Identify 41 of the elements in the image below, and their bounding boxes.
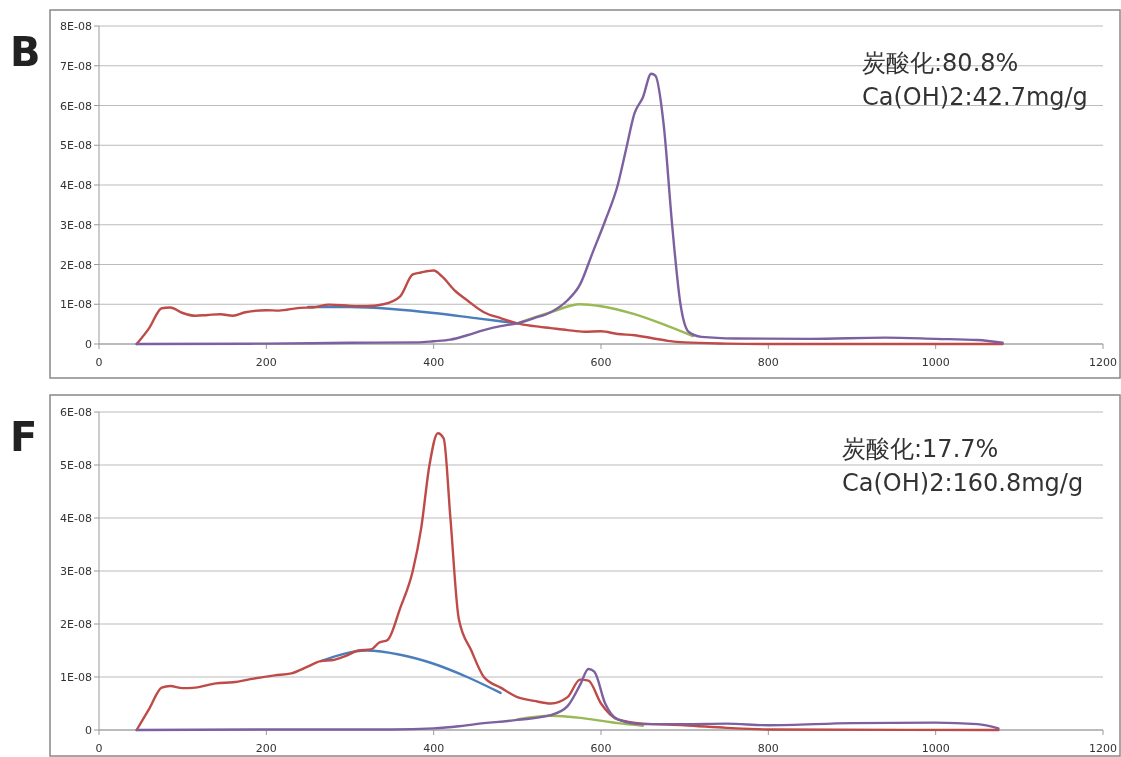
annotation: 炭酸化:17.7% <box>842 435 999 463</box>
y-tick-label: 3E-08 <box>60 565 92 578</box>
y-tick-label: 4E-08 <box>60 512 92 525</box>
y-tick-label: 5E-08 <box>60 139 92 153</box>
chart-title: B <box>10 29 41 75</box>
y-tick-label: 1E-08 <box>60 298 92 312</box>
x-tick-label: 1200 <box>1089 742 1117 755</box>
y-tick-label: 7E-08 <box>60 59 92 73</box>
x-tick-label: 800 <box>757 356 779 369</box>
line-series <box>516 303 695 338</box>
x-tick-label: 1000 <box>921 356 950 369</box>
line-series <box>135 269 1004 346</box>
y-tick-label: 0 <box>85 724 92 737</box>
line-series <box>516 714 645 727</box>
x-tick-label: 600 <box>590 356 612 369</box>
x-tick-label: 0 <box>95 356 103 369</box>
line-series <box>135 667 1000 732</box>
y-tick-label: 3E-08 <box>60 218 92 232</box>
y-tick-label: 6E-08 <box>60 99 92 113</box>
x-tick-label: 600 <box>590 742 612 755</box>
y-tick-label: 1E-08 <box>60 671 92 684</box>
y-tick-label: 2E-08 <box>60 618 92 631</box>
annotation: Ca(OH)2:160.8mg/g <box>842 469 1084 497</box>
y-tick-label: 2E-08 <box>60 258 92 272</box>
x-tick-label: 800 <box>757 742 779 755</box>
x-tick-label: 400 <box>423 742 445 755</box>
y-tick-label: 8E-08 <box>60 20 92 33</box>
chart-title: F <box>10 414 38 460</box>
y-tick-label: 5E-08 <box>60 459 92 472</box>
x-tick-label: 1200 <box>1089 356 1117 369</box>
y-tick-label: 4E-08 <box>60 179 92 192</box>
y-tick-label: 0 <box>85 338 92 351</box>
x-tick-label: 400 <box>423 356 445 369</box>
annotation: 炭酸化:80.8% <box>862 49 1019 77</box>
x-tick-label: 200 <box>255 742 277 755</box>
x-tick-label: 1000 <box>921 742 950 755</box>
y-tick-label: 6E-08 <box>60 406 92 419</box>
line-series <box>319 649 502 695</box>
x-tick-label: 0 <box>95 742 103 755</box>
annotation: Ca(OH)2:42.7mg/g <box>862 83 1088 111</box>
x-tick-label: 200 <box>255 356 277 369</box>
